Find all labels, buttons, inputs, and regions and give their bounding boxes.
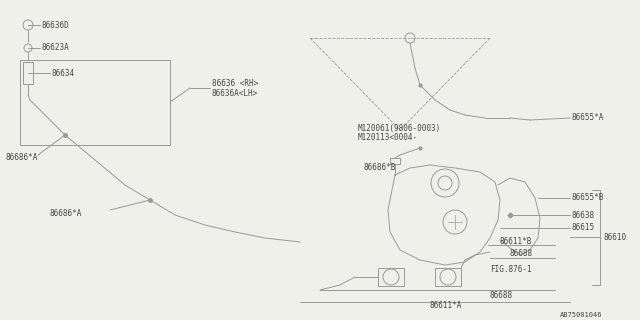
Text: 86636 <RH>: 86636 <RH> [212, 78, 259, 87]
Text: 86611*A: 86611*A [430, 301, 462, 310]
Text: 86688: 86688 [490, 291, 513, 300]
Bar [435, 268, 461, 286]
Text: 86636D: 86636D [42, 20, 70, 29]
Bar [390, 158, 400, 164]
Text: 86615: 86615 [572, 223, 595, 233]
Text: M120061(9806-0003): M120061(9806-0003) [358, 124, 441, 132]
Text: 86655*A: 86655*A [572, 114, 604, 123]
Text: 86688: 86688 [510, 250, 533, 259]
Text: 86686*A: 86686*A [50, 209, 83, 218]
Text: 86611*B: 86611*B [500, 236, 532, 245]
Text: 86634: 86634 [52, 68, 75, 77]
Text: AB75001046: AB75001046 [560, 312, 602, 318]
Text: 86686*B: 86686*B [363, 164, 396, 172]
Bar [378, 268, 404, 286]
Text: FIG.876-1: FIG.876-1 [490, 266, 532, 275]
Text: 86623A: 86623A [42, 44, 70, 52]
Text: 86638: 86638 [572, 211, 595, 220]
Text: 86610: 86610 [603, 233, 626, 242]
Text: M120113<0004-: M120113<0004- [358, 133, 418, 142]
Bar [23, 62, 33, 84]
Text: 86686*A: 86686*A [5, 153, 37, 162]
Text: 86636A<LH>: 86636A<LH> [212, 89, 259, 98]
Text: 86655*B: 86655*B [572, 194, 604, 203]
